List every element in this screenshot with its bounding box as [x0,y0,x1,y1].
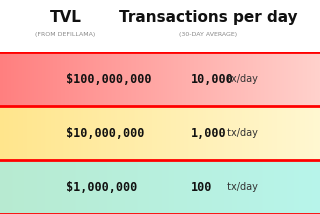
FancyBboxPatch shape [0,0,320,52]
Text: 100: 100 [190,181,212,194]
Text: tx/day: tx/day [224,74,258,84]
Text: Transactions per day: Transactions per day [119,10,297,25]
Text: 10,000: 10,000 [190,73,233,86]
Text: tx/day: tx/day [224,128,258,138]
Text: $100,000,000: $100,000,000 [66,73,151,86]
Text: (FROM DEFILLAMA): (FROM DEFILLAMA) [36,32,96,37]
Text: (30-DAY AVERAGE): (30-DAY AVERAGE) [179,32,237,37]
Text: $1,000,000: $1,000,000 [66,181,137,194]
Text: 1,000: 1,000 [190,127,226,140]
Text: $10,000,000: $10,000,000 [66,127,144,140]
Text: TVL: TVL [50,10,82,25]
Text: tx/day: tx/day [224,182,258,192]
